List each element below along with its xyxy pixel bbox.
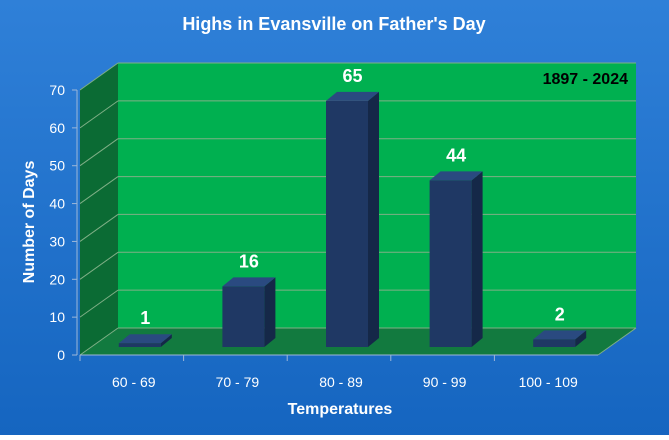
bar-side <box>264 277 276 347</box>
y-tick-label: 40 <box>49 196 65 212</box>
data-labels: 1 16 65 44 2 <box>140 66 564 328</box>
chart-title: Highs in Evansville on Father's Day <box>182 14 485 34</box>
x-tick-label: 90 - 99 <box>423 374 467 390</box>
data-label: 16 <box>239 251 259 271</box>
bar <box>118 343 161 347</box>
data-label: 2 <box>555 304 565 324</box>
gridline-side <box>79 62 119 91</box>
bar <box>429 180 472 347</box>
date-range-annotation: 1897 - 2024 <box>543 71 629 88</box>
bar-side <box>160 334 172 347</box>
bar-top <box>533 330 587 340</box>
y-tick-label: 20 <box>49 271 65 287</box>
bar-side <box>368 91 379 347</box>
gridline-side <box>79 251 119 280</box>
x-tick-label: 100 - 109 <box>519 374 578 390</box>
bar-top <box>326 91 379 101</box>
data-label: 1 <box>140 308 150 328</box>
floor-edge <box>597 327 637 356</box>
gridline-side <box>79 100 119 129</box>
bars <box>118 91 587 347</box>
data-label: 44 <box>446 145 466 165</box>
bar-side <box>575 330 587 347</box>
gridline-side <box>79 327 119 356</box>
y-tick-label: 30 <box>49 233 65 249</box>
gridline-side <box>79 214 119 242</box>
gridline-side <box>79 176 119 204</box>
gridline-side <box>79 289 119 318</box>
x-tick-label: 80 - 89 <box>319 374 363 390</box>
gridline-side <box>79 138 119 167</box>
x-axis-title: Temperatures <box>288 401 393 418</box>
bar-top <box>429 171 483 181</box>
data-label: 65 <box>342 66 362 86</box>
bar-top <box>118 334 172 344</box>
side-wall <box>80 63 118 355</box>
bar-side <box>471 171 483 347</box>
bar <box>222 286 265 347</box>
bar <box>326 100 368 347</box>
y-axis-ticks: 0 10 20 30 40 50 60 70 <box>49 82 78 363</box>
y-tick-label: 0 <box>57 347 65 363</box>
x-axis-ticks: 60 - 69 70 - 79 80 - 89 90 - 99 100 - 109 <box>79 354 598 390</box>
y-tick-label: 10 <box>49 309 65 325</box>
x-tick-label: 70 - 79 <box>216 374 260 390</box>
y-tick-label: 70 <box>49 82 65 98</box>
y-tick-label: 50 <box>49 158 65 174</box>
x-tick-label: 60 - 69 <box>112 374 156 390</box>
bar <box>533 339 576 347</box>
bar-top <box>222 277 276 287</box>
y-tick-label: 60 <box>49 120 65 136</box>
y-axis-title: Number of Days <box>21 161 38 284</box>
